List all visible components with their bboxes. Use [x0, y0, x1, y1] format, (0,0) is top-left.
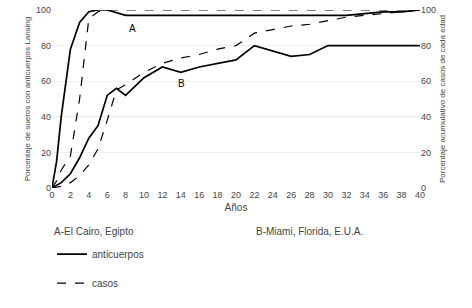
svg-text:32: 32 [341, 190, 351, 200]
svg-text:20: 20 [231, 190, 241, 200]
svg-text:22: 22 [249, 190, 259, 200]
svg-text:16: 16 [194, 190, 204, 200]
svg-text:0: 0 [49, 190, 54, 200]
svg-text:B: B [178, 78, 185, 89]
svg-text:80: 80 [41, 41, 51, 51]
svg-text:0: 0 [421, 183, 426, 193]
svg-text:6: 6 [105, 190, 110, 200]
svg-text:8: 8 [123, 190, 128, 200]
svg-text:60: 60 [41, 76, 51, 86]
svg-text:0: 0 [46, 183, 51, 193]
svg-text:40: 40 [41, 112, 51, 122]
svg-text:20: 20 [41, 148, 51, 158]
svg-text:20: 20 [421, 148, 431, 158]
svg-text:100: 100 [36, 5, 51, 15]
svg-text:2: 2 [68, 190, 73, 200]
svg-text:38: 38 [397, 190, 407, 200]
svg-text:24: 24 [268, 190, 278, 200]
svg-text:Porcentaje de sueros con antic: Porcentaje de sueros con anticuerpos Lan… [23, 17, 32, 182]
svg-text:A: A [129, 23, 136, 34]
svg-text:Porcentaje acumulativo de caso: Porcentaje acumulativo de casos de cada … [438, 15, 447, 183]
svg-text:30: 30 [323, 190, 333, 200]
svg-text:B-Miami, Florida, E.U.A.: B-Miami, Florida, E.U.A. [256, 226, 363, 237]
svg-text:4: 4 [86, 190, 91, 200]
svg-text:18: 18 [213, 190, 223, 200]
svg-text:60: 60 [421, 76, 431, 86]
svg-text:26: 26 [286, 190, 296, 200]
svg-text:10: 10 [139, 190, 149, 200]
svg-text:28: 28 [305, 190, 315, 200]
svg-text:36: 36 [378, 190, 388, 200]
svg-text:A-El Cairo, Egipto: A-El Cairo, Egipto [54, 226, 134, 237]
svg-text:14: 14 [176, 190, 186, 200]
svg-text:100: 100 [421, 5, 436, 15]
svg-text:34: 34 [360, 190, 370, 200]
svg-text:40: 40 [415, 190, 425, 200]
svg-text:anticuerpos: anticuerpos [92, 249, 144, 260]
svg-text:12: 12 [157, 190, 167, 200]
svg-text:40: 40 [421, 112, 431, 122]
svg-text:casos: casos [92, 278, 118, 289]
svg-text:Años: Años [225, 202, 248, 213]
svg-text:80: 80 [421, 41, 431, 51]
